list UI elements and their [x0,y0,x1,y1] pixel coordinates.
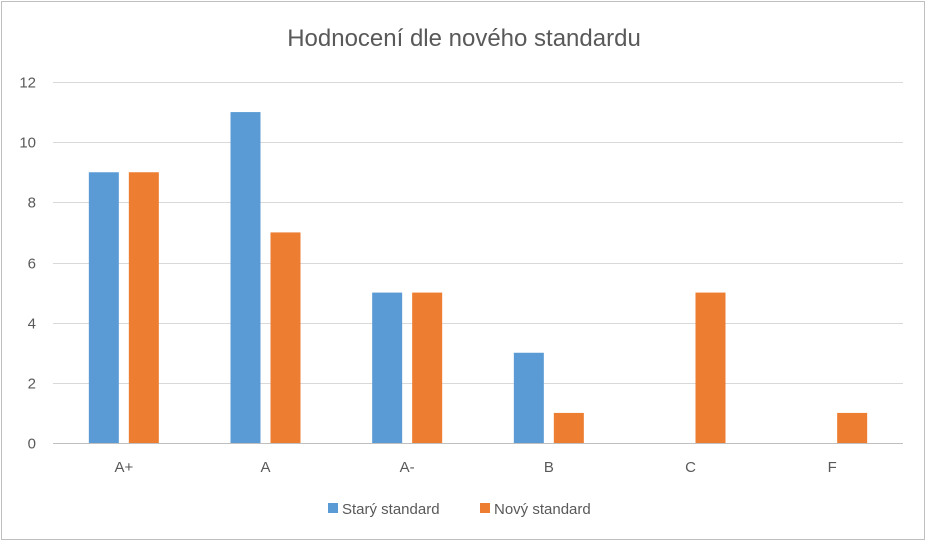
y-tick-label: 2 [28,376,36,393]
x-tick-label: A- [400,459,415,476]
bar-novy-Aminus [412,292,443,443]
y-tick-label: 4 [28,316,36,333]
legend-label: Nový standard [494,501,591,518]
x-tick-label: A+ [114,459,133,476]
bar-novy-B [553,412,584,443]
legend-swatch [328,503,338,513]
y-tick-label: 12 [19,75,36,92]
y-tick-label: 6 [28,256,36,273]
x-axis-ticks: A+ A A- B C F [114,459,836,476]
bar-novy-F [837,412,868,443]
y-axis-ticks: 0 2 4 6 8 10 12 [19,75,36,453]
x-tick-label: C [685,459,696,476]
bar-stary-Aplus [88,172,119,443]
bar-novy-A [270,232,301,443]
x-tick-label: F [828,459,837,476]
x-tick-label: B [544,459,554,476]
chart-title: Hodnocení dle nového standardu [287,25,641,52]
gridlines [53,82,903,444]
legend: Starý standard Nový standard [328,501,591,518]
legend-swatch [480,503,490,513]
bar-stary-B [513,352,544,443]
y-tick-label: 10 [19,135,36,152]
x-tick-label: A [260,459,270,476]
bars [88,112,868,443]
bar-novy-C [695,292,726,443]
bar-novy-Aplus [128,172,159,443]
y-tick-label: 0 [28,436,36,453]
bar-stary-A [230,112,261,443]
legend-label: Starý standard [342,501,440,518]
bar-stary-Aminus [372,292,403,443]
y-tick-label: 8 [28,195,36,212]
